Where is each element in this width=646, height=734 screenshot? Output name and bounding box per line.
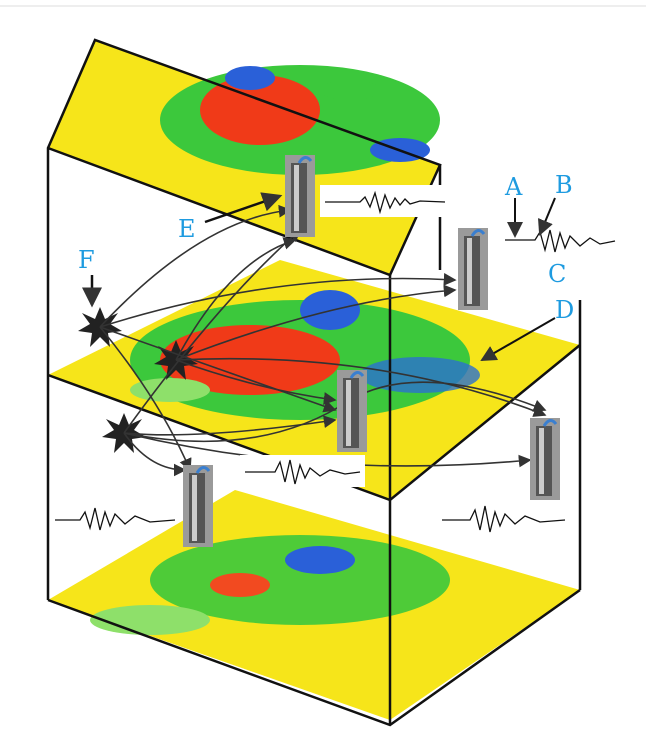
label-d: D (555, 296, 574, 324)
sensor (285, 155, 315, 237)
label-b: B (555, 171, 573, 199)
label-e: E (178, 215, 196, 243)
label-f: F (78, 246, 95, 274)
sensor (458, 228, 488, 310)
sensor (183, 465, 213, 547)
sensor (530, 418, 560, 500)
label-c: C (548, 260, 566, 288)
sensor (337, 370, 367, 452)
diagram: A B C D E F (0, 0, 646, 734)
label-a: A (504, 173, 523, 201)
